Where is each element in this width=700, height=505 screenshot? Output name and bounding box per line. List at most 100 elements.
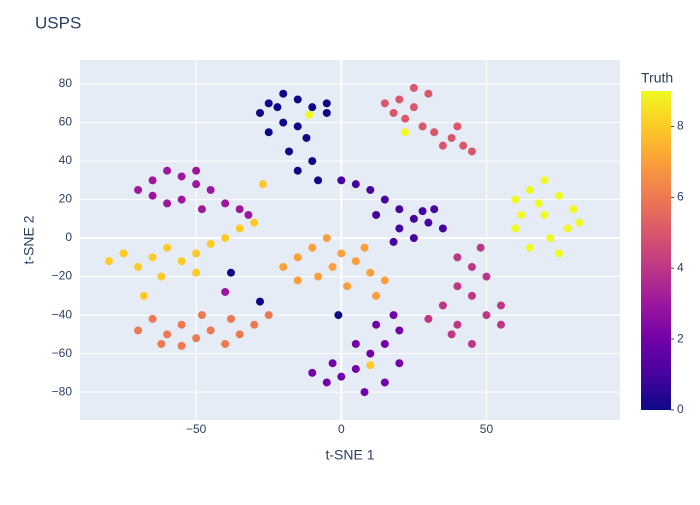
- point: [366, 185, 375, 194]
- y-tick-label: 60: [59, 115, 73, 129]
- point: [337, 249, 346, 258]
- point: [540, 176, 549, 185]
- point: [546, 234, 555, 243]
- point: [496, 320, 505, 329]
- point: [343, 282, 352, 291]
- point: [418, 122, 427, 131]
- point: [192, 334, 201, 343]
- point: [258, 180, 267, 189]
- point: [447, 330, 456, 339]
- point: [482, 272, 491, 281]
- x-tick-label: 0: [338, 422, 345, 436]
- point: [409, 103, 418, 112]
- point: [409, 234, 418, 243]
- point: [157, 339, 166, 348]
- point: [395, 326, 404, 335]
- point: [395, 205, 404, 214]
- point: [389, 108, 398, 117]
- point: [279, 118, 288, 127]
- point: [418, 207, 427, 216]
- y-tick-label: −20: [52, 269, 73, 283]
- point: [526, 243, 534, 252]
- point: [226, 268, 235, 277]
- point: [409, 214, 418, 223]
- point: [380, 378, 389, 387]
- y-tick-label: 20: [59, 192, 73, 206]
- point: [148, 253, 157, 262]
- point: [409, 83, 418, 92]
- point: [496, 301, 505, 310]
- point: [206, 239, 215, 248]
- point: [517, 210, 526, 219]
- point: [206, 185, 215, 194]
- point: [293, 253, 302, 262]
- point: [372, 320, 381, 329]
- point: [438, 141, 447, 150]
- colorbar-tick-label: 8: [677, 119, 684, 133]
- point: [322, 234, 331, 243]
- point: [235, 224, 244, 233]
- point: [447, 133, 456, 142]
- point: [177, 172, 186, 181]
- point: [221, 287, 230, 296]
- point: [322, 378, 331, 387]
- point: [293, 122, 302, 131]
- point: [351, 339, 360, 348]
- point: [305, 110, 314, 119]
- point: [256, 297, 264, 306]
- point: [476, 243, 485, 252]
- point: [134, 262, 143, 271]
- colorbar-tick-label: 0: [677, 402, 684, 416]
- point: [177, 257, 186, 266]
- point: [328, 262, 337, 271]
- point: [197, 205, 206, 214]
- point: [139, 291, 148, 300]
- point: [192, 166, 201, 175]
- point: [351, 364, 360, 373]
- x-axis-title: t-SNE 1: [325, 447, 374, 463]
- point: [163, 166, 172, 175]
- point: [337, 176, 346, 185]
- point: [334, 311, 343, 320]
- point: [221, 234, 230, 243]
- point: [380, 195, 389, 204]
- point: [322, 99, 331, 108]
- point: [438, 224, 447, 233]
- point: [285, 147, 294, 156]
- point: [192, 180, 201, 189]
- point: [467, 262, 476, 271]
- point: [351, 180, 360, 189]
- point: [308, 157, 317, 166]
- point: [424, 314, 433, 323]
- point: [235, 205, 244, 214]
- colorbar-title: Truth: [641, 70, 673, 86]
- point: [366, 268, 375, 277]
- point: [430, 205, 439, 214]
- point: [235, 330, 244, 339]
- point: [351, 257, 360, 266]
- point: [453, 122, 462, 131]
- point: [221, 339, 230, 348]
- point: [148, 314, 157, 323]
- point: [177, 320, 186, 329]
- point: [163, 330, 172, 339]
- point: [575, 218, 584, 227]
- point: [401, 128, 410, 137]
- point: [372, 291, 381, 300]
- point: [250, 320, 259, 329]
- point: [372, 210, 381, 219]
- colorbar-tick-label: 6: [677, 190, 684, 204]
- point: [119, 249, 128, 258]
- point: [389, 311, 398, 320]
- point: [555, 249, 564, 258]
- point: [482, 311, 491, 320]
- point: [424, 89, 433, 98]
- point: [308, 368, 317, 377]
- point: [430, 128, 439, 137]
- y-tick-label: 40: [59, 153, 73, 167]
- point: [157, 272, 166, 281]
- point: [322, 108, 331, 117]
- point: [563, 224, 572, 233]
- point: [177, 195, 186, 204]
